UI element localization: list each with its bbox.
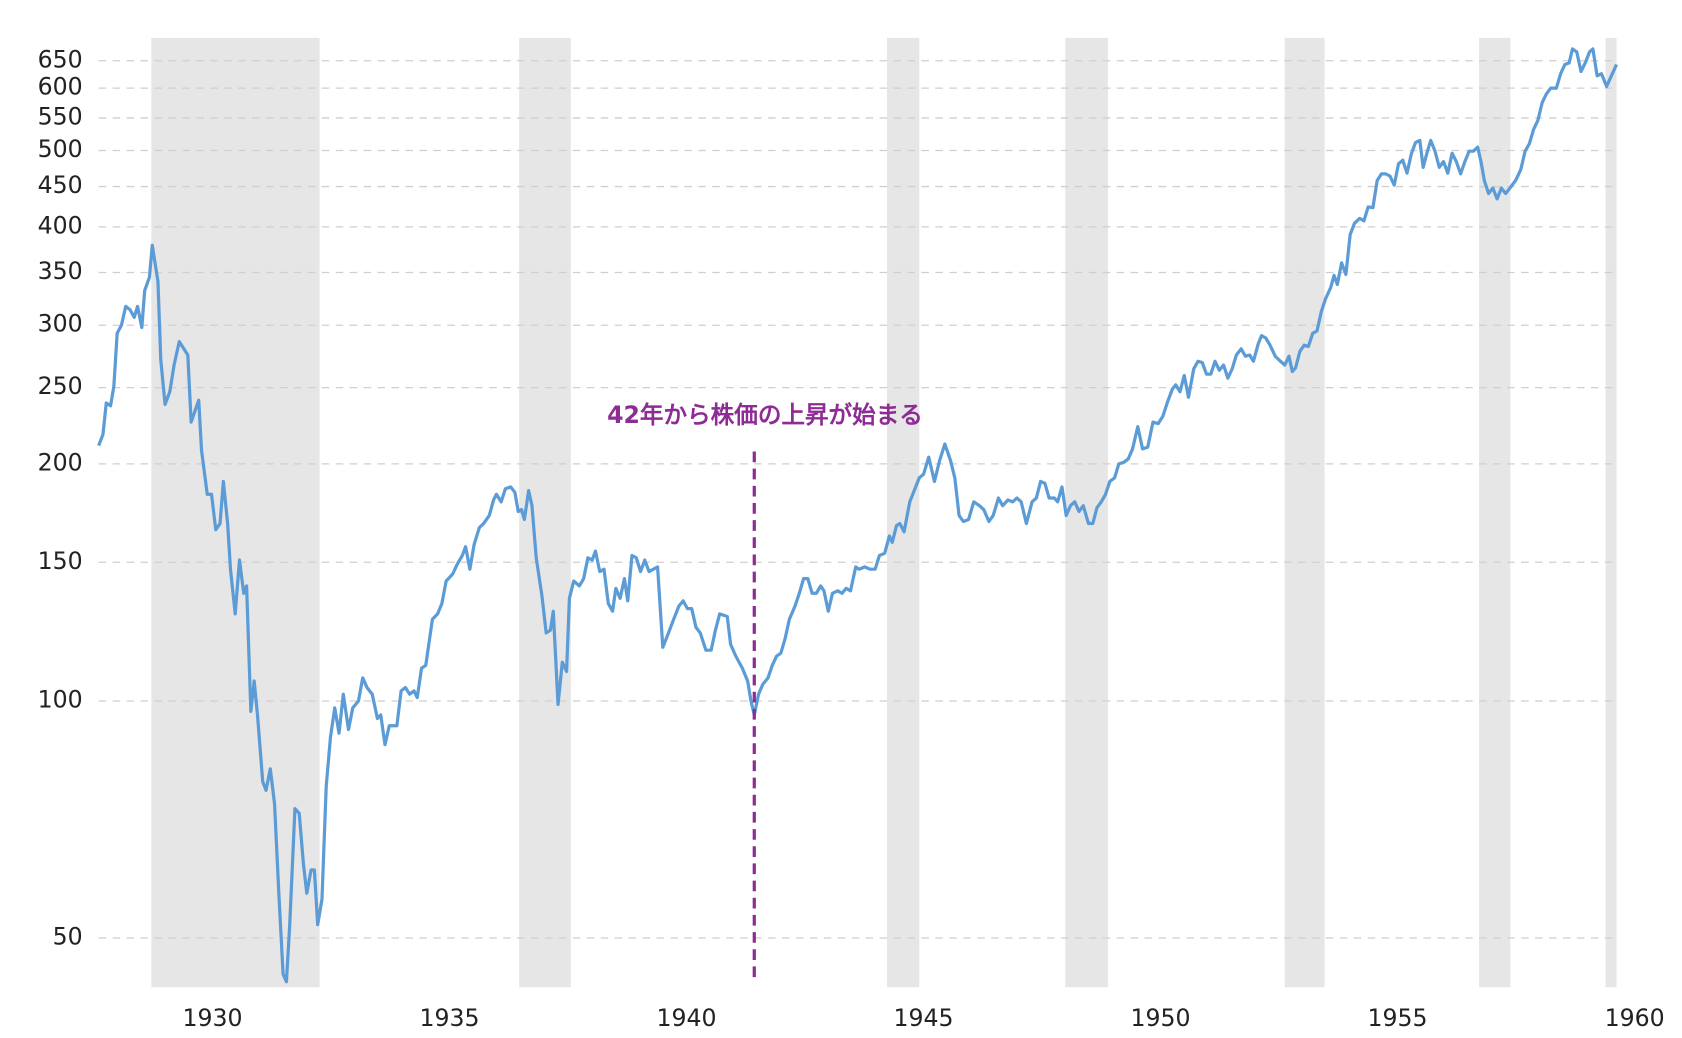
grid [98,60,1617,939]
y-tick-label: 400 [38,211,83,239]
recession-band [887,37,920,988]
price-line [97,47,1619,984]
recession-band [519,37,571,988]
recession-band [1284,37,1325,988]
y-tick-label: 100 [38,685,83,713]
x-tick-label: 1945 [894,1004,954,1032]
y-tick-label: 50 [53,923,83,951]
x-tick-label: 1940 [656,1004,716,1032]
x-tick-label: 1950 [1131,1004,1191,1032]
y-tick-label: 200 [38,448,83,476]
y-tick-label: 550 [38,102,83,130]
x-tick-label: 1935 [419,1004,479,1032]
y-tick-label: 450 [38,171,83,199]
recession-bands [151,37,1617,988]
y-tick-label: 350 [38,257,83,285]
annotation-text: 42年から株価の上昇が始まる [607,401,923,429]
y-tick-label: 600 [38,73,83,101]
x-tick-label: 1930 [182,1004,242,1032]
x-tick-label: 1960 [1605,1004,1665,1032]
y-tick-label: 500 [38,135,83,163]
y-tick-label: 300 [38,310,83,338]
y-tick-label: 650 [38,45,83,73]
recession-band [151,37,320,988]
y-tick-label: 250 [38,372,83,400]
recession-band [1605,37,1617,988]
plot [97,47,1619,984]
y-tick-label: 150 [38,547,83,575]
x-tick-label: 1955 [1368,1004,1428,1032]
